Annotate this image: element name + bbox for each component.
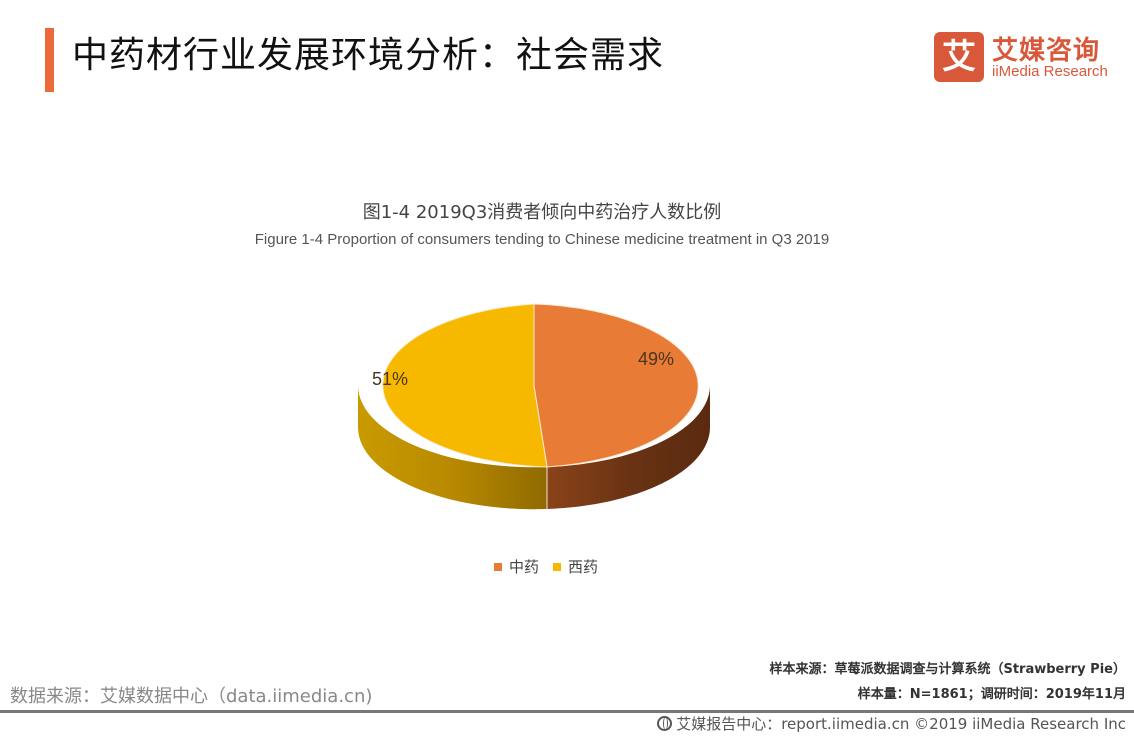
- data-source: 数据来源：艾媒数据中心（data.iimedia.cn): [10, 686, 373, 707]
- footer-divider: [0, 710, 1134, 713]
- chart-title-cn: 图1-4 2019Q3消费者倾向中药治疗人数比例: [362, 202, 722, 223]
- page-title: 中药材行业发展环境分析：社会需求: [72, 35, 665, 76]
- legend-item-zhongyao: 中药: [494, 556, 539, 577]
- globe-icon: [657, 716, 673, 731]
- title-accent-bar: [45, 28, 54, 92]
- legend-swatch-xiyao: [553, 562, 562, 571]
- sample-source: 样本来源：草莓派数据调查与计算系统（Strawberry Pie）: [769, 662, 1126, 677]
- label-xiyao: 51%: [372, 369, 409, 389]
- iimedia-logo: 艾 艾媒咨询 iiMedia Research: [934, 32, 1114, 84]
- legend-label-zhongyao: 中药: [509, 558, 540, 576]
- legend-item-xiyao: 西药: [553, 556, 598, 577]
- logo-cn-text: 艾媒咨询: [992, 36, 1101, 66]
- pie-side-xiyao: [358, 386, 547, 510]
- logo-en-text: iiMedia Research: [992, 63, 1108, 80]
- legend-swatch-zhongyao: [494, 562, 502, 571]
- footer: 艾媒报告中心：report.iimedia.cn ©2019 iiMedia R…: [657, 713, 1126, 734]
- chart-legend: 中药 西药: [494, 556, 612, 577]
- footer-text: 艾媒报告中心：report.iimedia.cn ©2019 iiMedia R…: [676, 715, 1126, 733]
- logo-mark-icon: 艾: [934, 32, 984, 82]
- pie-slice-xiyao: [382, 303, 548, 468]
- pie-side-zhongyao: [547, 386, 710, 509]
- sample-info: 样本量：N=1861；调研时间：2019年11月: [857, 687, 1126, 702]
- chart-title-en: Figure 1-4 Proportion of consumers tendi…: [254, 231, 830, 248]
- legend-label-xiyao: 西药: [568, 558, 599, 576]
- label-zhongyao: 49%: [638, 349, 675, 369]
- pie-slice-zhongyao: [533, 303, 699, 468]
